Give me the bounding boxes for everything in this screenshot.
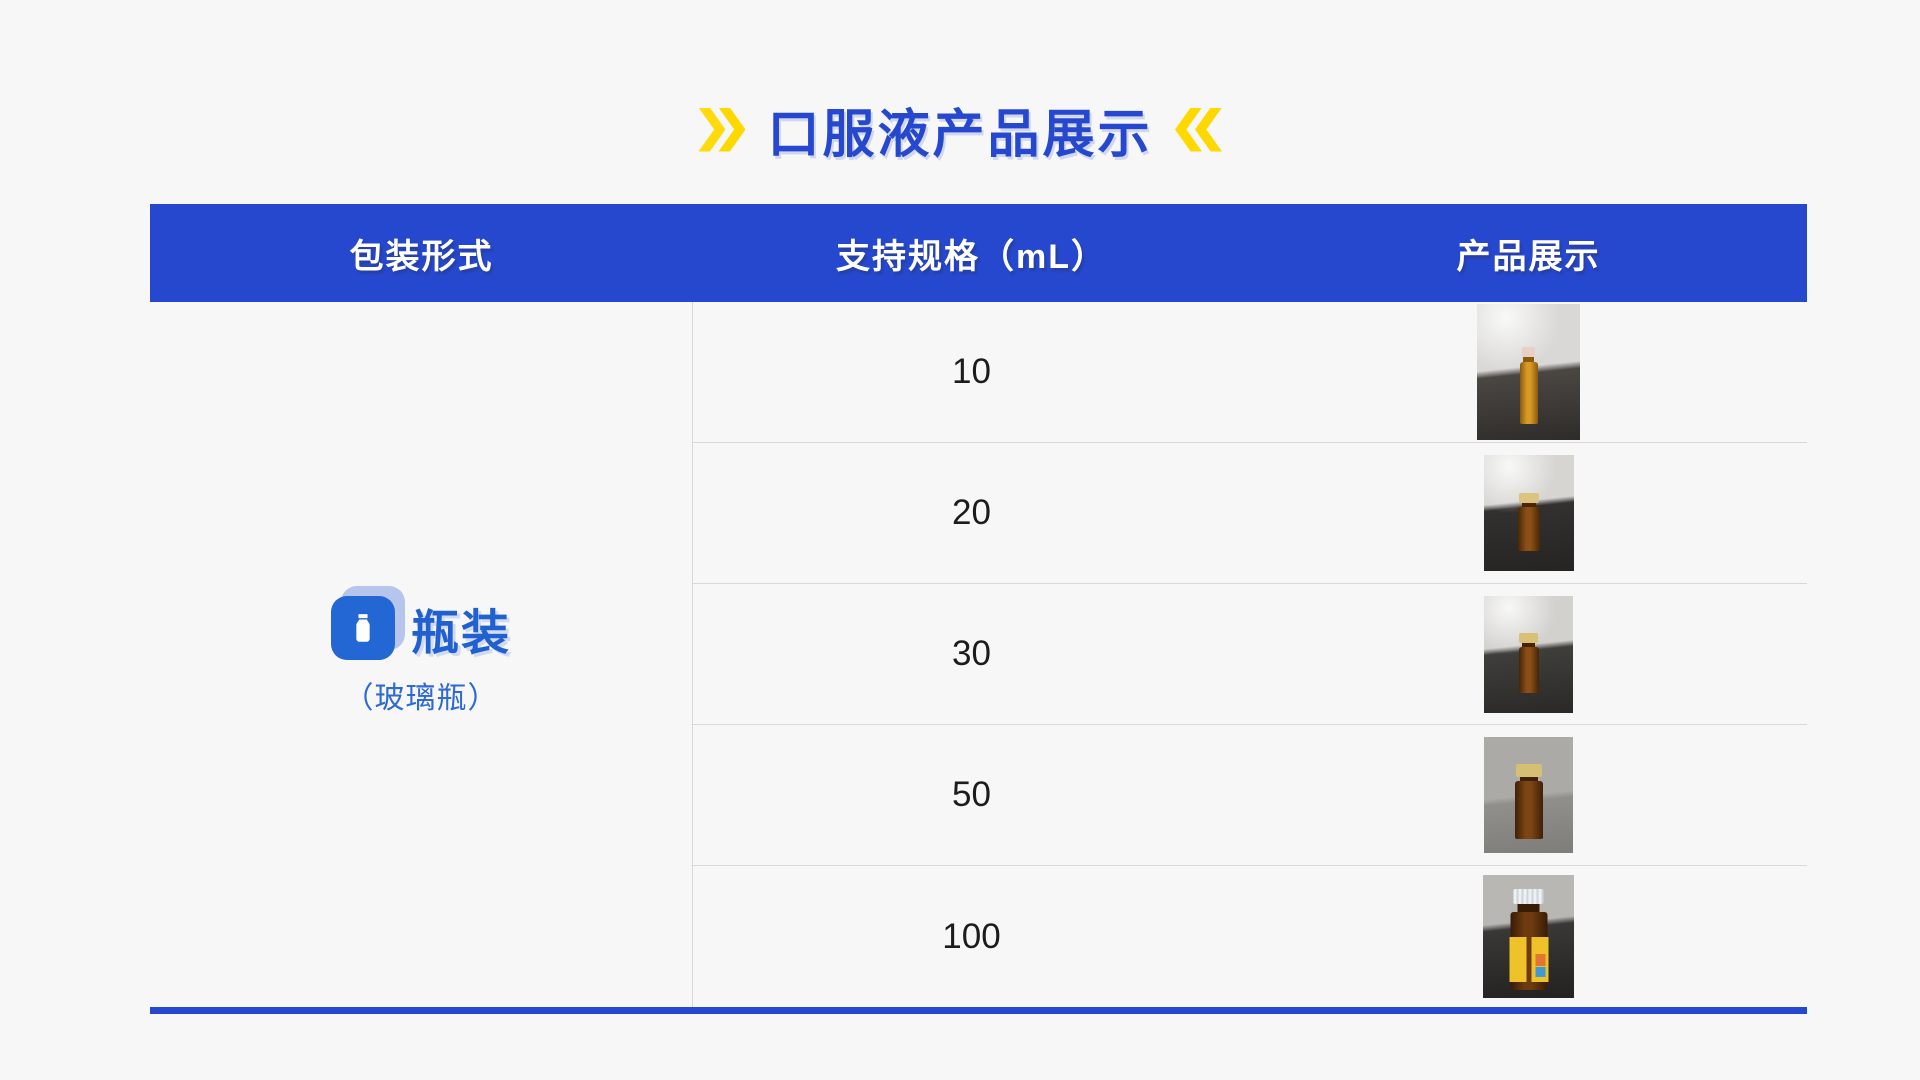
bottle-image	[1514, 764, 1543, 839]
double-chevron-right-icon	[698, 107, 746, 152]
spec-cell: 30	[693, 584, 1250, 724]
bottle-30ml-photo	[1484, 595, 1573, 713]
product-table: 包装形式 支持规格（mL） 产品展示 瓶装 （玻璃瓶） 10 20	[150, 204, 1807, 1014]
table-row: 10	[693, 302, 1807, 443]
spec-cell: 100	[693, 866, 1250, 1007]
header-supported-specs: 支持规格（mL）	[836, 237, 1107, 276]
photo-cell	[1250, 584, 1807, 724]
header-product-display: 产品展示	[1456, 237, 1601, 276]
bottle-image	[1518, 632, 1539, 693]
spec-cell: 50	[693, 725, 1250, 865]
spec-value: 20	[952, 493, 991, 532]
bottle-image	[1517, 493, 1540, 551]
spec-cell: 20	[693, 443, 1250, 583]
table-bottom-border	[150, 1007, 1807, 1014]
page-title: 口服液产品展示	[0, 92, 1920, 167]
photo-cell	[1250, 302, 1807, 442]
bottle-100ml-photo	[1483, 875, 1574, 998]
table-row: 50	[693, 725, 1807, 866]
spec-cell: 10	[693, 302, 1250, 442]
packaging-type: 瓶装	[330, 593, 511, 663]
spec-value: 100	[942, 916, 1001, 956]
spec-value: 50	[952, 775, 991, 814]
bottle-50ml-photo	[1484, 737, 1573, 853]
photo-cell	[1250, 443, 1807, 583]
photo-cell	[1250, 866, 1807, 1007]
spec-value: 30	[952, 634, 991, 673]
photo-cell	[1250, 725, 1807, 865]
header-packaging-form: 包装形式	[349, 237, 494, 276]
table-header: 包装形式 支持规格（mL） 产品展示	[150, 204, 1807, 302]
double-chevron-left-icon	[1175, 108, 1222, 152]
table-row: 20	[693, 443, 1807, 584]
table-body: 瓶装 （玻璃瓶） 10 20 30 50 100	[150, 302, 1807, 1007]
bottle-10ml-photo	[1477, 304, 1580, 440]
page-title-text: 口服液产品展示	[767, 106, 1153, 164]
bottle-image	[1519, 347, 1538, 424]
packaging-sublabel: （玻璃瓶）	[343, 681, 499, 715]
bottle-icon	[330, 595, 395, 660]
bottle-image	[1509, 889, 1548, 990]
table-row: 30	[693, 584, 1807, 725]
packaging-label: 瓶装	[410, 606, 511, 660]
packaging-cell: 瓶装 （玻璃瓶）	[150, 302, 693, 1007]
spec-rows: 10 20 30 50 100	[693, 302, 1807, 1007]
bottle-20ml-photo	[1483, 455, 1574, 571]
table-row: 100	[693, 866, 1807, 1007]
spec-value: 10	[952, 352, 991, 391]
